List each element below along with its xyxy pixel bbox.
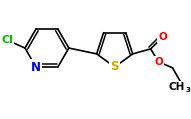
Text: N: N	[31, 61, 41, 74]
Text: S: S	[110, 60, 119, 73]
Text: O: O	[158, 32, 167, 42]
Text: O: O	[154, 57, 163, 67]
Text: CH: CH	[168, 82, 185, 92]
Text: Cl: Cl	[1, 35, 13, 45]
Text: 3: 3	[185, 87, 190, 93]
